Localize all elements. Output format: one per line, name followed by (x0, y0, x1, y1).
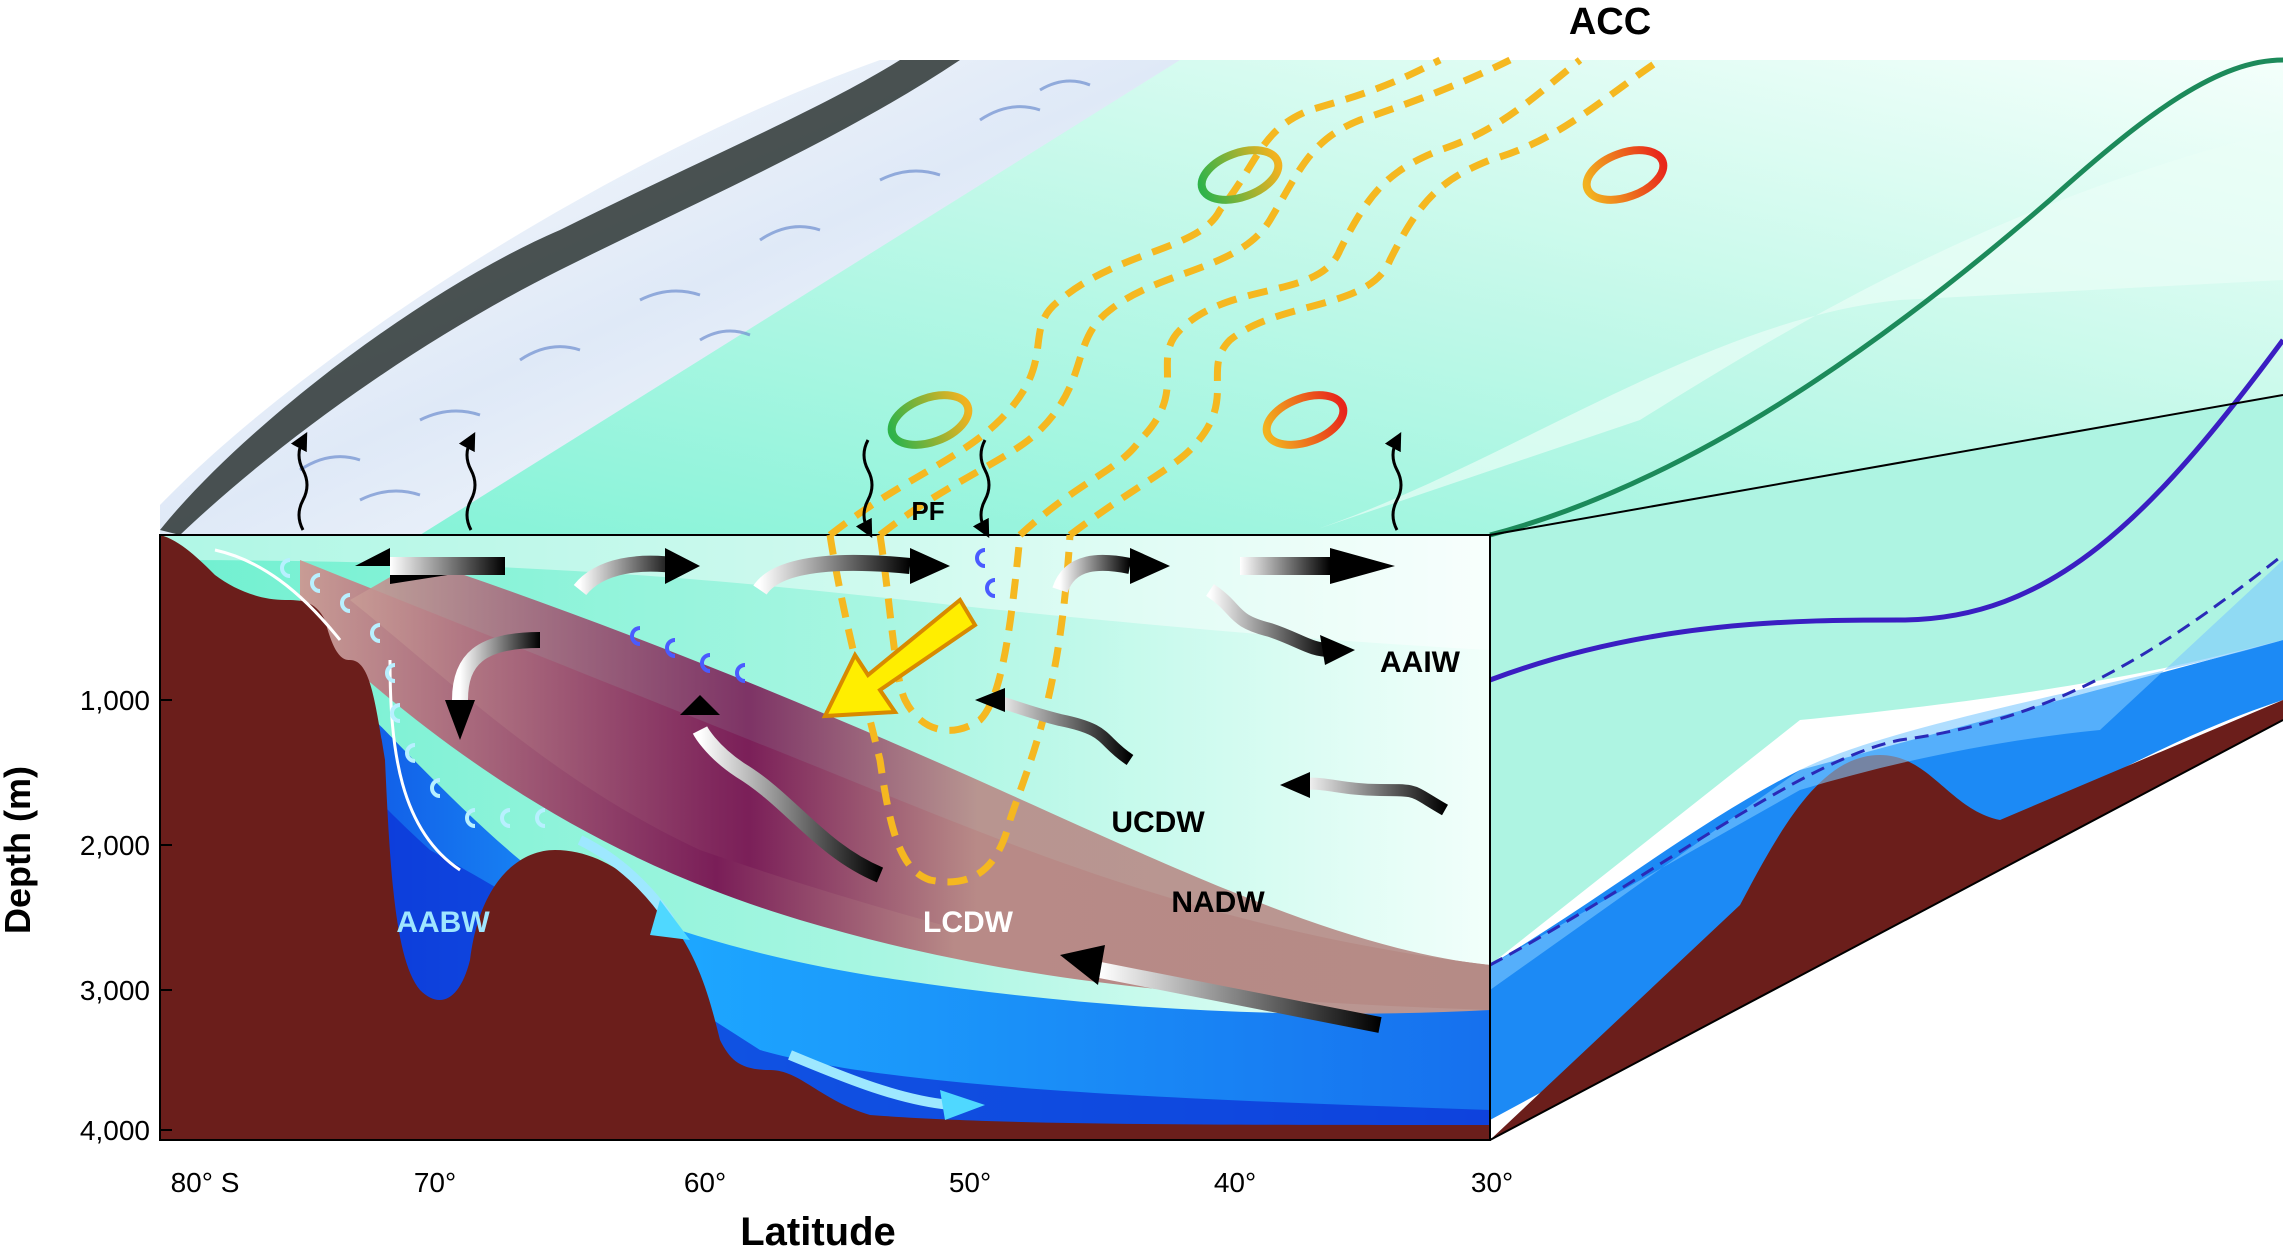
sea-surface-top (160, 60, 2283, 535)
depth-axis-title: Depth (m) (0, 766, 38, 934)
antarctic-rock-band (160, 60, 960, 535)
latitude-tick-80: 80° S (171, 1167, 240, 1198)
purple-isopycnal (1489, 338, 2283, 683)
ice-texture (299, 79, 1091, 502)
seafloor (160, 535, 1490, 1140)
latitude-tick-40: 40° (1214, 1167, 1256, 1198)
cross-section-frame (159, 534, 1491, 1141)
bottom-arrow-head-2 (940, 1090, 985, 1120)
bottom-arrow-head-1 (650, 900, 690, 940)
nadw-label: NADW (1171, 886, 1265, 919)
latitude-tick-30: 30° (1471, 1167, 1513, 1198)
lcdw-label: LCDW (923, 906, 1014, 939)
aaiw-label: AAIW (1380, 646, 1461, 679)
depth-tick-1000: 1,000 (80, 685, 150, 716)
aabw-label: AABW (396, 906, 490, 939)
eddy-ring-green-1 (1197, 146, 1283, 204)
box-right-edge (1489, 394, 2283, 1141)
upwelling-arrow (821, 596, 978, 719)
depth-tick-2000: 2,000 (80, 830, 150, 861)
latitude-tick-50: 50° (949, 1167, 991, 1198)
surface-arrows (355, 548, 1395, 596)
sea-surface-band (1300, 130, 2283, 535)
eddy-ring-red-2 (1262, 391, 1348, 449)
green-isopycnal (1489, 57, 2283, 538)
acc-label: ACC (1569, 1, 1651, 43)
side-face-seafloor (1490, 700, 2283, 1140)
pf-label: PF (911, 496, 944, 526)
antarctic-ice (160, 60, 1180, 535)
latitude-axis-title: Latitude (740, 1210, 896, 1250)
depth-tick-3000: 3,000 (80, 975, 150, 1006)
ucdw-label: UCDW (1111, 806, 1205, 839)
side-face-surface (1490, 395, 2283, 965)
air-sea-flux-arrows (290, 432, 1403, 538)
latitude-tick-60: 60° (684, 1167, 726, 1198)
dashed-isopycnal (1489, 553, 2283, 967)
eddy-ring-red-1 (1582, 146, 1668, 204)
mixing-curls (280, 548, 996, 828)
subsurface-arrows (445, 584, 1448, 1033)
depth-axis-ticks (160, 699, 172, 1131)
front-dashes (827, 56, 1662, 538)
deep-water-upper (350, 560, 1490, 1040)
eddy-ring-green-2 (887, 391, 973, 449)
latitude-tick-70: 70° (414, 1167, 456, 1198)
depth-tick-4000: 4,000 (80, 1115, 150, 1146)
